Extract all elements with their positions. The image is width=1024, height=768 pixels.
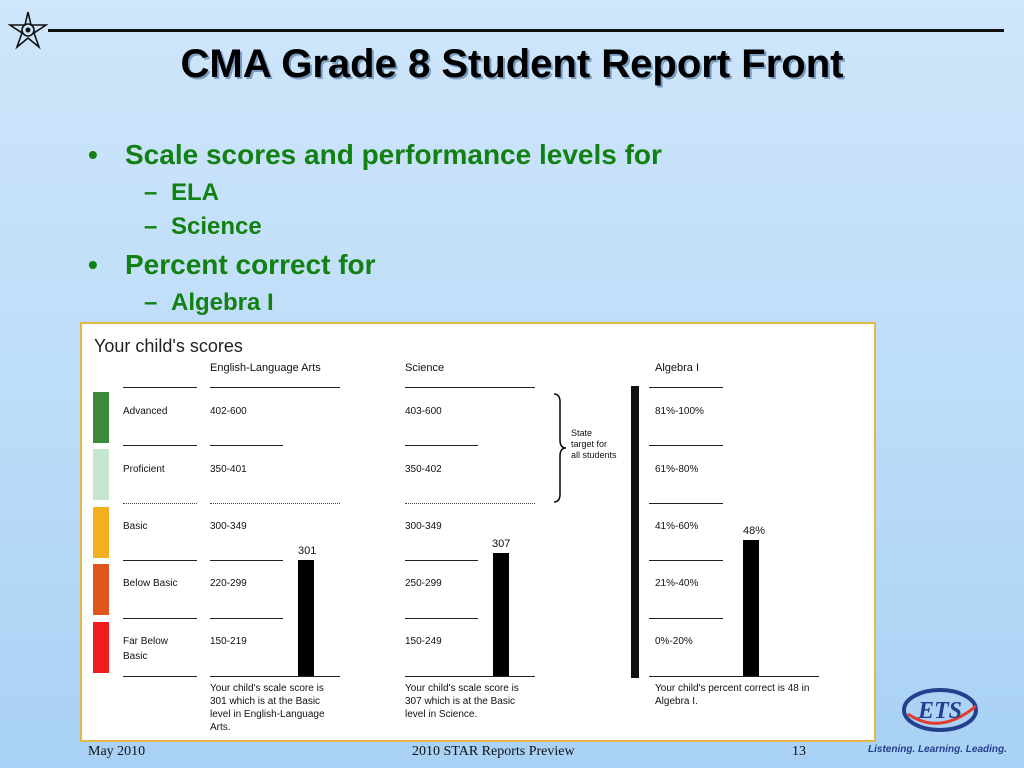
rule-line <box>405 387 535 388</box>
rule-line <box>210 560 283 561</box>
algebra-range-proficient: 61%-80% <box>655 464 699 475</box>
algebra-range-below-basic: 21%-40% <box>655 578 699 589</box>
rule-line <box>649 618 723 619</box>
report-heading: Your child's scores <box>94 336 243 356</box>
algebra-scale-bar <box>631 386 639 678</box>
sub-bullet-text: ELA <box>171 179 219 206</box>
state-target-note: State target for all students <box>571 428 617 460</box>
level-color-proficient <box>93 449 109 500</box>
level-color-basic <box>93 507 109 558</box>
algebra-column-heading: Algebra I <box>655 362 700 374</box>
algebra-range-basic: 41%-60% <box>655 521 699 532</box>
rule-line <box>405 676 535 677</box>
bullet-marker: • <box>88 249 98 280</box>
slide-title: CMA Grade 8 Student Report Front <box>180 42 844 86</box>
level-color-advanced <box>93 392 109 443</box>
algebra-caption: Your child's percent correct is 48 in Al… <box>655 683 810 707</box>
level-label-basic: Basic <box>123 521 148 532</box>
rule-line <box>405 445 478 446</box>
rule-line <box>210 387 340 388</box>
ela-score-label: 301 <box>298 544 317 557</box>
level-label-proficient: Proficient <box>123 464 165 475</box>
rule-line <box>649 387 723 388</box>
sub-bullet-text: Algebra I <box>171 289 274 316</box>
rule-line <box>210 445 283 446</box>
level-label-advanced: Advanced <box>123 406 168 417</box>
ela-range-basic: 300-349 <box>210 521 247 532</box>
slide-number: 13 <box>792 744 806 759</box>
science-range-basic: 300-349 <box>405 521 442 532</box>
science-column-heading: Science <box>405 362 445 374</box>
algebra-range-advanced: 81%-100% <box>655 406 704 417</box>
svg-text:ETS: ETS <box>917 698 962 724</box>
ela-range-far-below-basic: 150-219 <box>210 636 247 647</box>
science-range-proficient: 350-402 <box>405 464 442 475</box>
footer-title: 2010 STAR Reports Preview <box>412 744 575 759</box>
sub-bullet-marker: – <box>144 179 158 206</box>
rule-line <box>649 503 723 504</box>
rule-line <box>649 560 723 561</box>
dotted-rule-line <box>405 503 535 504</box>
ets-tagline: Listening. Learning. Leading. <box>868 744 1007 755</box>
science-range-advanced: 403-600 <box>405 406 442 417</box>
ela-range-advanced: 402-600 <box>210 406 247 417</box>
ela-range-below-basic: 220-299 <box>210 578 247 589</box>
star-compass-icon <box>8 11 48 50</box>
level-label-far-below-basic: Far Below Basic <box>123 636 169 662</box>
title-rule <box>48 29 1004 32</box>
ets-logo: ETS <box>902 688 978 732</box>
rule-line <box>405 560 478 561</box>
level-color-far-below-basic <box>93 622 109 673</box>
rule-line <box>123 387 197 388</box>
science-range-below-basic: 250-299 <box>405 578 442 589</box>
footer-date: May 2010 <box>88 744 146 759</box>
ela-caption: Your child's scale score is 301 which is… <box>210 683 325 733</box>
dotted-rule-line <box>123 503 197 504</box>
rule-line <box>123 618 197 619</box>
algebra-score-bar <box>743 539 759 676</box>
level-color-below-basic <box>93 564 109 615</box>
science-caption: Your child's scale score is 307 which is… <box>405 683 519 720</box>
rule-line <box>123 445 197 446</box>
rule-line <box>649 445 723 446</box>
sub-bullet-marker: – <box>144 289 158 316</box>
bullet-text: Scale scores and performance levels for <box>125 139 662 170</box>
science-score-label: 307 <box>492 537 511 550</box>
rule-line <box>649 676 819 677</box>
right-brace-icon <box>553 393 567 503</box>
dotted-rule-line <box>210 503 340 504</box>
bullet-text: Percent correct for <box>125 249 376 280</box>
student-report-image: Your child's scores English-Language Art… <box>80 322 876 742</box>
sub-bullet-text: Science <box>171 213 262 240</box>
science-score-bar <box>493 552 509 676</box>
level-label-below-basic: Below Basic <box>123 578 178 589</box>
algebra-score-label: 48% <box>743 524 766 537</box>
science-range-far-below-basic: 150-249 <box>405 636 442 647</box>
rule-line <box>123 560 197 561</box>
sub-bullet-marker: – <box>144 213 158 240</box>
ela-score-bar <box>298 559 314 676</box>
rule-line <box>210 618 283 619</box>
rule-line <box>123 676 197 677</box>
rule-line <box>210 676 340 677</box>
bullet-marker: • <box>88 139 98 170</box>
ela-range-proficient: 350-401 <box>210 464 247 475</box>
ela-column-heading: English-Language Arts <box>210 362 321 374</box>
rule-line <box>405 618 478 619</box>
algebra-range-far-below-basic: 0%-20% <box>655 636 693 647</box>
